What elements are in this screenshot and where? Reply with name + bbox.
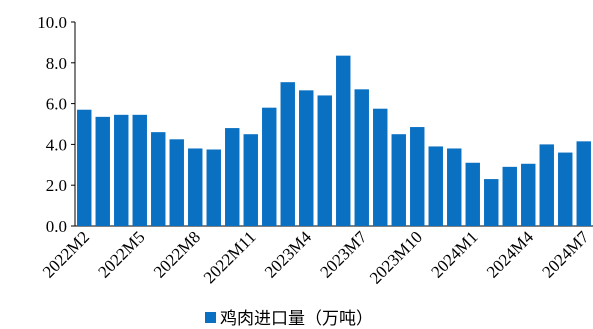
bar [317, 95, 332, 226]
bar [410, 127, 425, 226]
bar [354, 89, 369, 226]
y-tick-label: 4.0 [46, 135, 67, 154]
x-tick-label: 2023M7 [316, 227, 371, 282]
bar [225, 128, 240, 226]
y-tick-label: 8.0 [46, 54, 67, 73]
x-tick-label: 2022M8 [150, 227, 204, 281]
x-tick-label: 2023M10 [366, 227, 426, 287]
bar [484, 179, 499, 226]
bar [558, 152, 573, 226]
bar [132, 114, 147, 226]
bar [114, 114, 129, 226]
bar [521, 163, 536, 226]
y-tick-label: 6.0 [46, 95, 67, 114]
x-tick-label: 2022M11 [200, 227, 260, 287]
bar [502, 166, 517, 226]
bar [262, 107, 277, 226]
bar [188, 148, 203, 226]
bar [280, 82, 295, 227]
bar [77, 109, 92, 226]
y-tick-label: 2.0 [46, 176, 67, 195]
bar [539, 144, 554, 226]
y-tick-label: 0.0 [46, 217, 67, 236]
bar [243, 134, 258, 226]
bar [428, 146, 443, 226]
bar [299, 90, 314, 226]
bar [95, 116, 110, 226]
x-tick-label: 2024M4 [483, 227, 538, 282]
bar [447, 148, 462, 226]
bar [576, 141, 591, 226]
bar [336, 55, 351, 226]
x-tick-label: 2023M4 [261, 227, 316, 282]
bar [169, 139, 184, 226]
x-tick-label: 2022M5 [94, 227, 148, 281]
bar [151, 132, 166, 226]
legend-label: 鸡肉进口量（万吨） [220, 309, 373, 328]
x-tick-label: 2024M7 [538, 227, 593, 282]
bar [391, 134, 406, 226]
bar [206, 149, 221, 226]
y-tick-label: 10.0 [37, 13, 67, 32]
bar [373, 108, 388, 226]
x-tick-label: 2024M1 [427, 227, 481, 281]
bar [465, 162, 480, 226]
legend-swatch [205, 312, 216, 323]
